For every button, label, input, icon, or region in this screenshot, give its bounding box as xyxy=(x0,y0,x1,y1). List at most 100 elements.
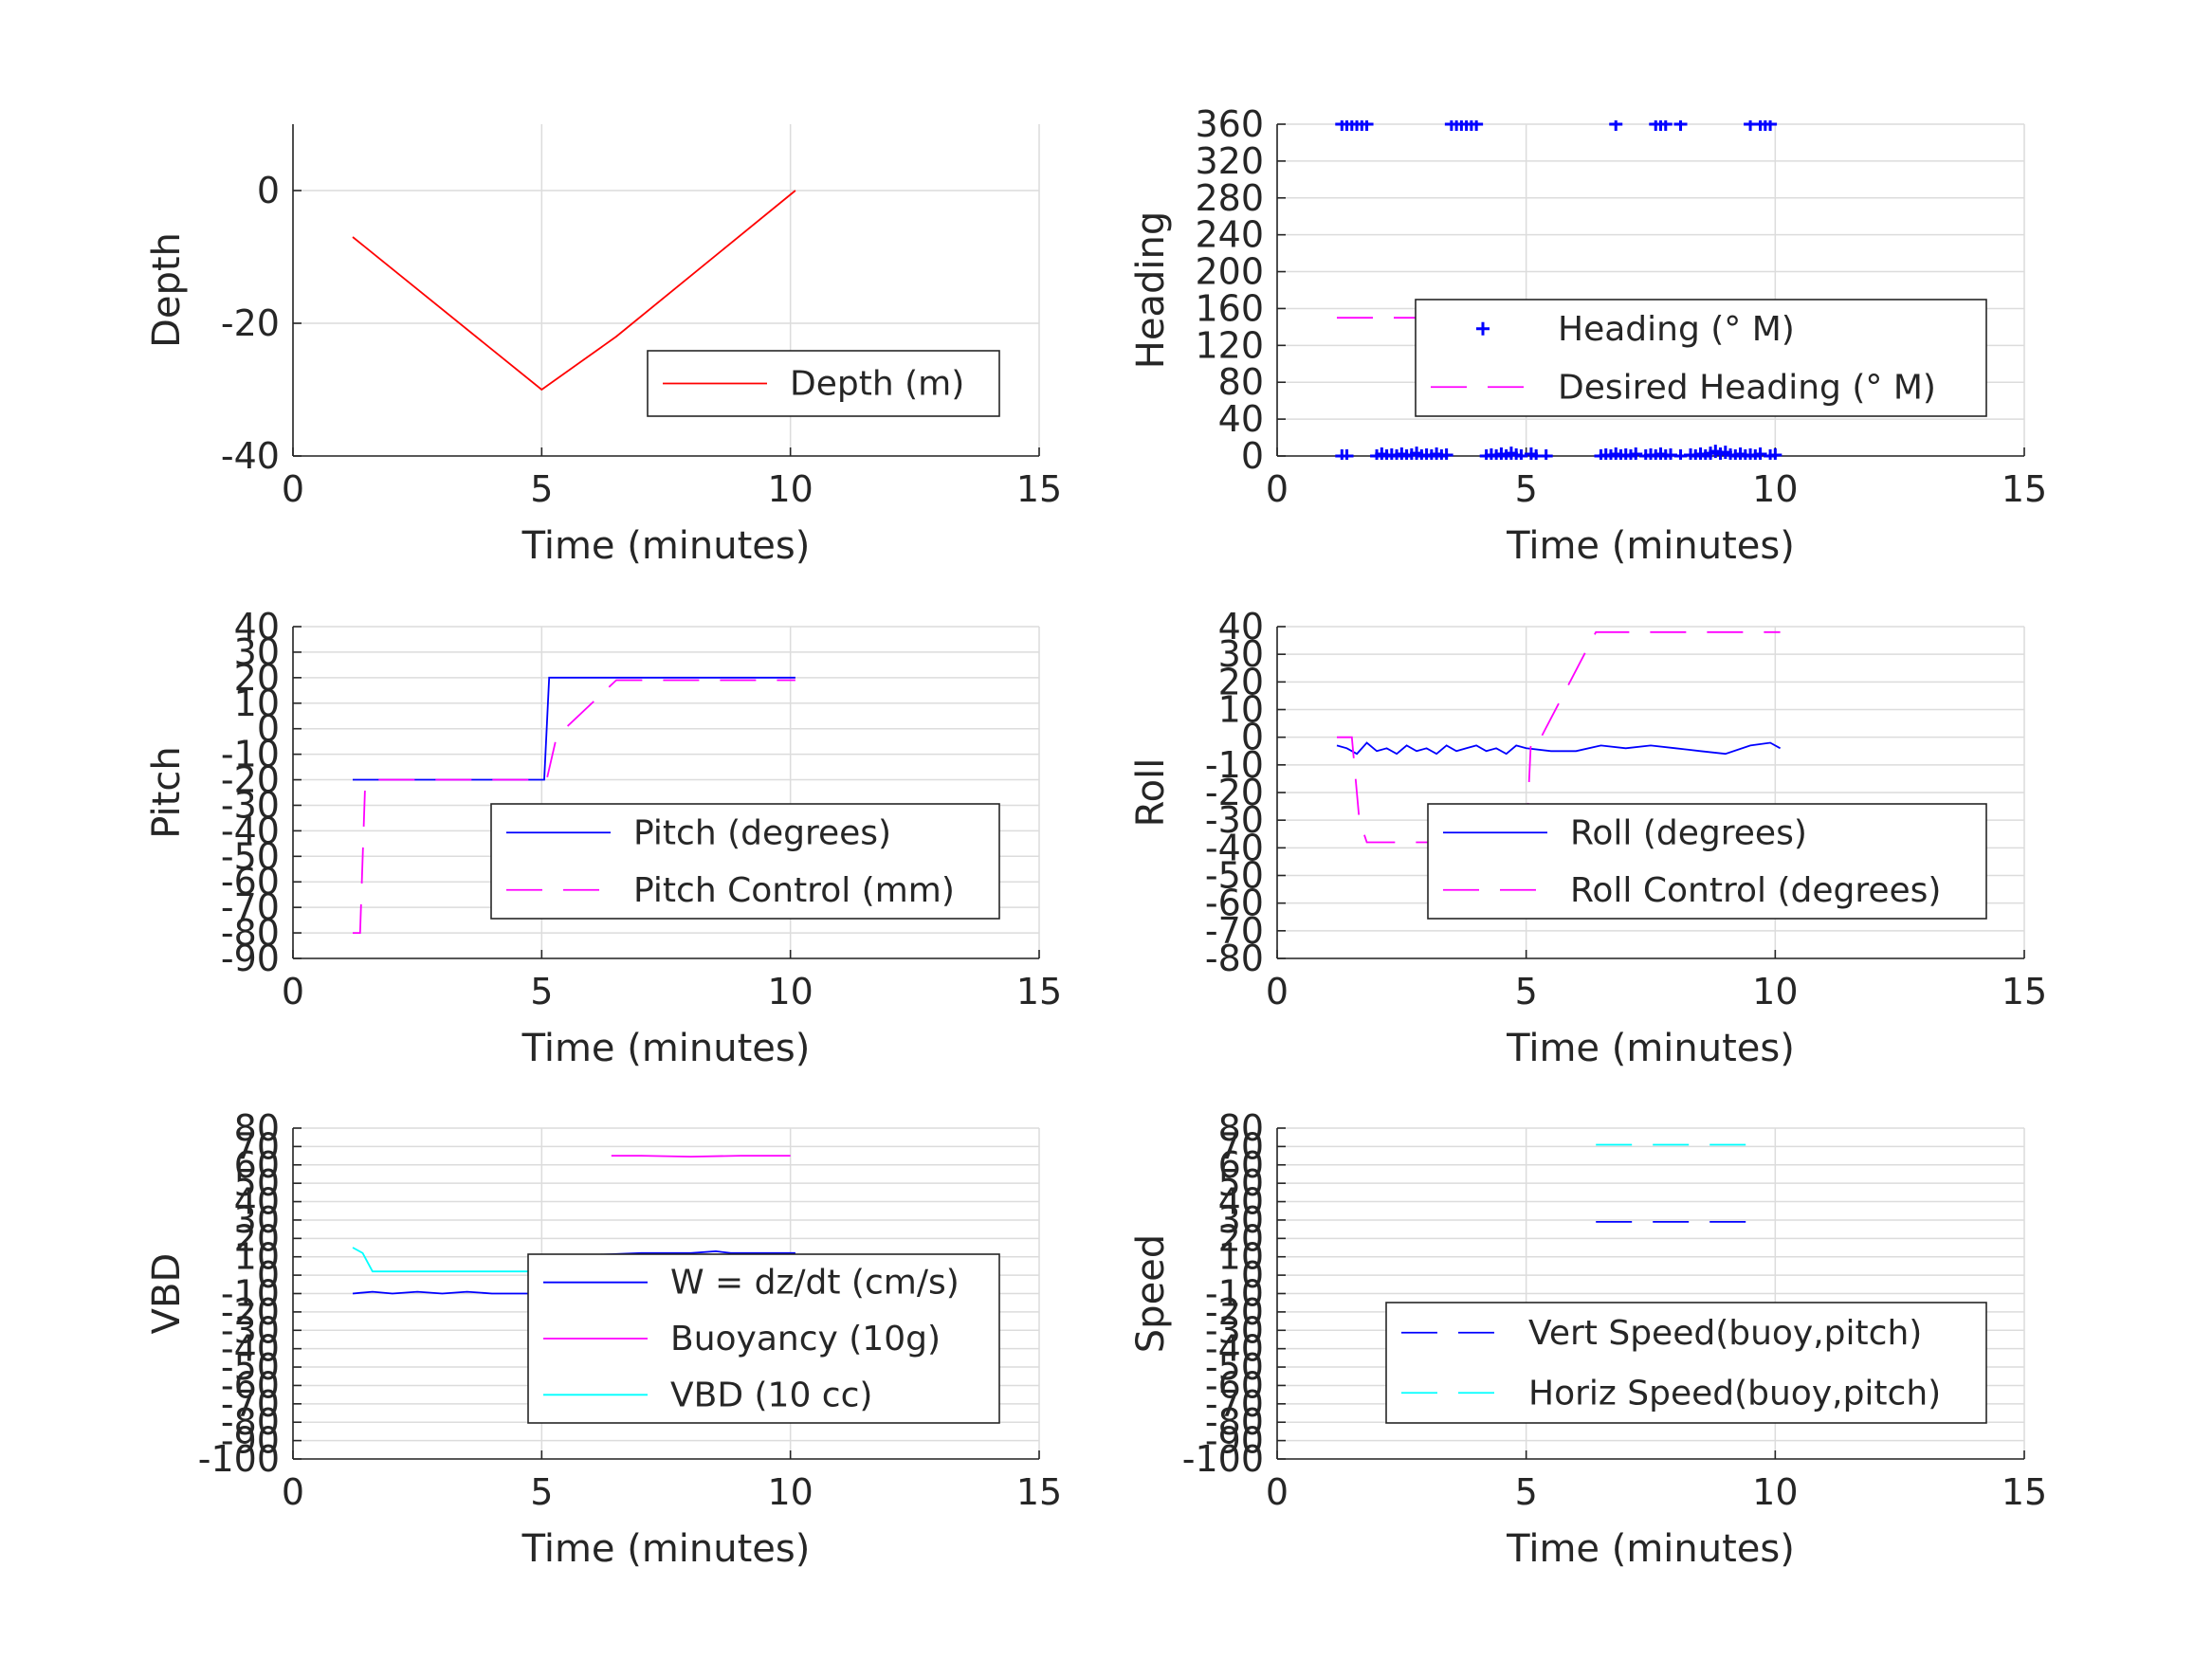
y-tick-label: -20 xyxy=(1205,1291,1264,1333)
y-axis-label: VBD xyxy=(145,1253,189,1335)
y-tick-label: -50 xyxy=(1205,855,1264,897)
x-axis-label: Time (minutes) xyxy=(1506,1027,1795,1070)
subplot-3: 0 5 10 15-90-80-70-60-50-40-30-20-100102030… xyxy=(145,606,1062,1070)
y-tick-label: 320 xyxy=(1195,140,1264,182)
y-tick-label: -10 xyxy=(221,1273,280,1315)
y-tick-label: 50 xyxy=(234,1162,280,1204)
data-point-marker xyxy=(1360,120,1374,131)
x-tick-label: 10 xyxy=(1752,971,1798,1012)
y-tick-label: 20 xyxy=(1218,1217,1264,1259)
y-tick-label: -90 xyxy=(221,938,280,979)
y-tick-label: -100 xyxy=(1182,1438,1264,1480)
y-tick-label: -100 xyxy=(198,1438,280,1480)
legend-label: Horiz Speed(buoy,pitch) xyxy=(1528,1374,1941,1413)
y-tick-label: 40 xyxy=(1218,606,1264,647)
y-tick-label: -20 xyxy=(1205,772,1264,813)
legend-label: Desired Heading (° M) xyxy=(1558,368,1936,407)
x-tick-label: 10 xyxy=(767,971,813,1012)
y-tick-label: 0 xyxy=(1241,1254,1264,1296)
y-tick-label: 30 xyxy=(234,631,280,673)
data-point-marker xyxy=(1764,120,1778,131)
x-tick-label: 15 xyxy=(1016,468,1062,510)
x-tick-label: 5 xyxy=(1515,971,1538,1012)
x-tick-label: 5 xyxy=(1515,1471,1538,1513)
x-tick-label: 5 xyxy=(530,971,553,1012)
x-tick-label: 0 xyxy=(1266,971,1289,1012)
x-tick-label: 10 xyxy=(767,468,813,510)
y-tick-label: -70 xyxy=(221,1383,280,1425)
x-tick-label: 0 xyxy=(1266,1471,1289,1513)
y-tick-label: 70 xyxy=(234,1125,280,1167)
x-tick-label: 15 xyxy=(2002,468,2047,510)
x-axis-label: Time (minutes) xyxy=(1506,1527,1795,1571)
data-point-marker xyxy=(1629,447,1643,460)
legend-box xyxy=(490,803,1000,920)
y-tick-label: 120 xyxy=(1195,324,1264,366)
legend-box xyxy=(1415,299,1987,417)
y-tick-label: 30 xyxy=(234,1199,280,1241)
subplot-5: 0 5 10 15-100-90-80-70-60-50-40-30-20-10010… xyxy=(145,1107,1062,1571)
y-tick-label: -60 xyxy=(221,861,280,902)
x-tick-label: 10 xyxy=(767,1471,813,1513)
y-tick-label: 10 xyxy=(1218,1236,1264,1278)
y-tick-label: -20 xyxy=(221,759,280,801)
plot-area xyxy=(1336,630,1782,844)
y-tick-label: 80 xyxy=(1218,361,1264,403)
y-tick-label: -20 xyxy=(221,302,280,344)
y-tick-label: 200 xyxy=(1195,251,1264,293)
y-tick-label: 280 xyxy=(1195,177,1264,219)
legend-label: Pitch Control (mm) xyxy=(633,871,955,910)
y-tick-label: 40 xyxy=(234,1181,280,1223)
plot-area xyxy=(1335,120,1782,460)
subplot-1: 0 5 10 15 -40 -20 0 Time (minutes) Depth Depth (m… xyxy=(145,124,1062,568)
data-point-marker xyxy=(1514,449,1528,460)
series-line xyxy=(353,679,795,934)
data-point-marker xyxy=(1768,448,1782,460)
y-tick-label: 360 xyxy=(1195,103,1264,145)
y-tick-label: 40 xyxy=(234,606,280,647)
y-tick-label: 40 xyxy=(1218,398,1264,440)
y-tick-label: -80 xyxy=(1205,1401,1264,1443)
y-tick-label: -20 xyxy=(221,1291,280,1333)
legend-label: VBD (10 cc) xyxy=(670,1376,872,1414)
x-tick-label: 0 xyxy=(282,971,304,1012)
data-point-marker xyxy=(1539,449,1553,460)
legend-label: Roll Control (degrees) xyxy=(1570,871,1941,910)
y-tick-label: -60 xyxy=(1205,883,1264,924)
y-tick-label: 0 xyxy=(257,1254,280,1296)
legend-label: Pitch (degrees) xyxy=(633,813,891,852)
y-tick-label: -80 xyxy=(1205,938,1264,979)
y-tick-label: -30 xyxy=(221,784,280,826)
y-tick-label: -50 xyxy=(221,835,280,877)
plot-area xyxy=(1596,1143,1761,1223)
data-point-marker xyxy=(1340,449,1354,460)
y-tick-label: 0 xyxy=(257,170,280,211)
y-tick-label: 0 xyxy=(1241,717,1264,758)
y-tick-label: 80 xyxy=(234,1107,280,1149)
y-tick-label: -30 xyxy=(221,1309,280,1351)
x-tick-label: 15 xyxy=(1016,971,1062,1012)
y-tick-label: 20 xyxy=(1218,661,1264,702)
y-axis-label: Depth xyxy=(145,232,189,348)
y-tick-label: 20 xyxy=(234,1217,280,1259)
y-tick-label: 10 xyxy=(1218,689,1264,731)
y-tick-label: -40 xyxy=(221,810,280,851)
y-tick-label: -10 xyxy=(221,734,280,775)
y-tick-label: 40 xyxy=(1218,1181,1264,1223)
series-line xyxy=(1336,741,1782,756)
y-axis-label: Pitch xyxy=(145,746,189,838)
x-tick-label: 10 xyxy=(1752,1471,1798,1513)
series-line xyxy=(611,1155,791,1158)
data-point-marker xyxy=(1673,120,1688,131)
legend-label: Buoyancy (10g) xyxy=(670,1320,941,1358)
y-tick-label: -40 xyxy=(221,1328,280,1370)
x-axis-label: Time (minutes) xyxy=(521,524,811,568)
y-axis-label: Roll xyxy=(1129,758,1173,828)
x-tick-label: 5 xyxy=(1515,468,1538,510)
y-tick-label: 240 xyxy=(1195,214,1264,256)
data-point-marker xyxy=(1439,448,1453,460)
y-tick-label: 30 xyxy=(1218,633,1264,675)
y-tick-label: 60 xyxy=(234,1144,280,1186)
